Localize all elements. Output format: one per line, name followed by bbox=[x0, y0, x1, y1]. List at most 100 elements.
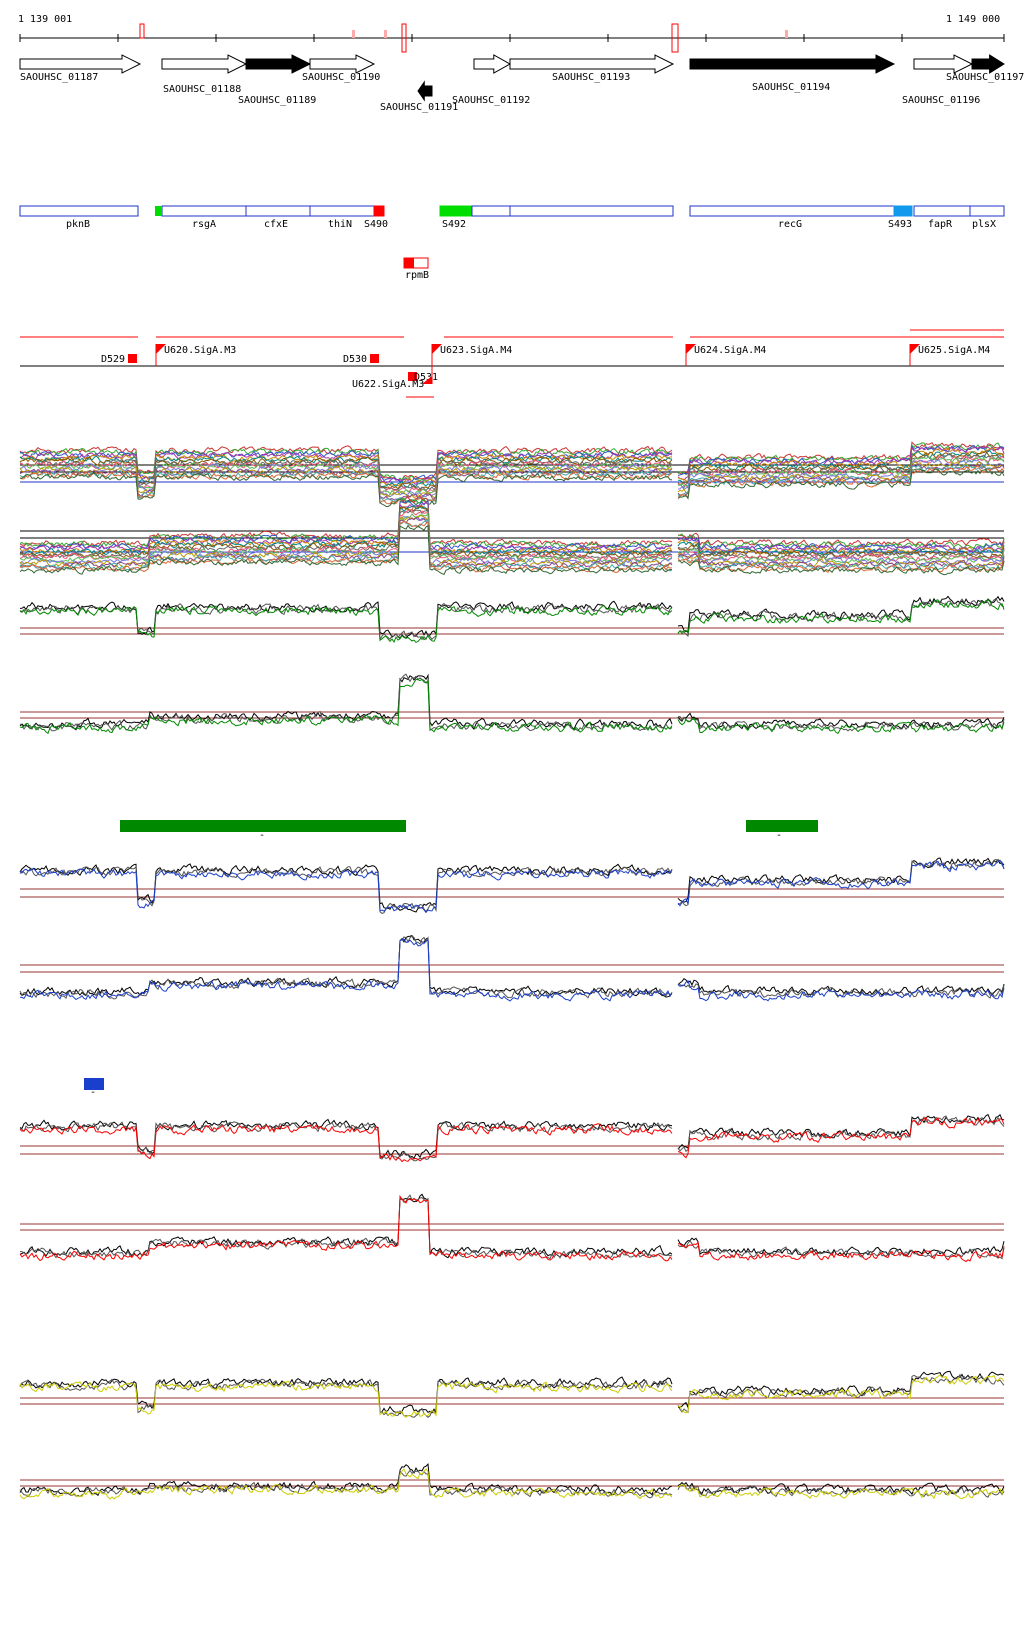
annotation-label: cfxE bbox=[264, 219, 288, 230]
gene-arrow bbox=[913, 54, 974, 74]
expression-series-line bbox=[677, 717, 1005, 735]
expression-series-line bbox=[677, 980, 1005, 1002]
expression-series-line bbox=[677, 858, 1005, 907]
expression-series-line bbox=[19, 1118, 673, 1160]
annotation-label: S493 bbox=[888, 219, 912, 230]
expression-series-line bbox=[678, 1241, 1005, 1263]
annotation-label: S490 bbox=[364, 219, 388, 230]
ruler-pink-mark bbox=[384, 30, 387, 38]
expression-series-line bbox=[19, 445, 673, 481]
condition-marker-bar bbox=[746, 820, 818, 832]
gene-arrow bbox=[509, 54, 675, 74]
annotation-label: S492 bbox=[442, 219, 466, 230]
expression-series-line bbox=[677, 533, 1005, 550]
expression-series-line bbox=[677, 1484, 1005, 1500]
expression-series-line bbox=[677, 599, 1005, 635]
expression-track bbox=[19, 1113, 1005, 1163]
coord-end-label: 1 149 000 bbox=[946, 14, 1000, 25]
annotation-rpmB-fill bbox=[404, 258, 414, 268]
expression-series-line bbox=[19, 465, 673, 499]
annotation-box bbox=[439, 205, 473, 217]
expression-series-line bbox=[677, 597, 1005, 637]
expression-series-line bbox=[19, 1123, 673, 1163]
expression-series-line bbox=[19, 863, 673, 913]
expression-series-line bbox=[677, 1370, 1005, 1410]
expression-series-line bbox=[677, 1116, 1005, 1159]
expression-series-line bbox=[19, 604, 673, 644]
expression-series-line bbox=[677, 1482, 1005, 1498]
expression-track bbox=[19, 857, 1005, 914]
expression-series-line bbox=[19, 1380, 673, 1418]
gene-label: SAOUHSC_01187 bbox=[20, 72, 98, 83]
expression-series-line bbox=[19, 518, 673, 572]
annotation-box bbox=[509, 205, 674, 217]
expression-series-line bbox=[19, 517, 673, 570]
expression-series-line bbox=[19, 463, 673, 498]
expression-track bbox=[19, 595, 1005, 644]
expression-series-line bbox=[19, 865, 673, 914]
expression-series-line bbox=[677, 447, 1005, 483]
expression-track bbox=[19, 1370, 1005, 1418]
expression-series-line bbox=[677, 465, 1005, 499]
expression-series-line bbox=[19, 1376, 673, 1415]
expression-series-line bbox=[19, 1468, 673, 1500]
annotation-box bbox=[689, 205, 895, 217]
expression-track bbox=[19, 495, 1005, 576]
ruler-marks bbox=[139, 23, 788, 53]
expression-series-line bbox=[677, 556, 1005, 571]
expression-series-line bbox=[19, 497, 673, 550]
expression-series-line bbox=[20, 1194, 673, 1260]
expression-track bbox=[19, 1193, 1005, 1263]
condition-markers: - - - bbox=[84, 820, 818, 1098]
expression-series-line bbox=[19, 515, 673, 568]
expression-series-line bbox=[19, 938, 673, 1002]
expression-tracks bbox=[19, 441, 1005, 1500]
promoter-label: D529 bbox=[101, 354, 125, 365]
expression-series-line bbox=[19, 934, 673, 998]
expression-series-line bbox=[677, 445, 1005, 476]
expression-series-line bbox=[19, 459, 673, 493]
expression-series-line bbox=[677, 560, 1005, 576]
expression-series-line bbox=[19, 495, 673, 548]
annotation-label: plsX bbox=[972, 219, 996, 230]
expression-track bbox=[19, 441, 1005, 508]
condition-marker-bar bbox=[120, 820, 406, 832]
gene-label: SAOUHSC_01189 bbox=[238, 95, 316, 106]
expression-series-line bbox=[19, 515, 673, 566]
gene-arrow bbox=[245, 54, 312, 74]
expression-series-line bbox=[19, 505, 673, 559]
promoter-flag bbox=[910, 344, 920, 354]
expression-series-line bbox=[677, 1237, 1005, 1257]
expression-track bbox=[19, 673, 1005, 735]
annotation-label: thiN bbox=[328, 219, 352, 230]
gene-arrow bbox=[309, 54, 376, 74]
expression-series-line bbox=[19, 524, 673, 576]
ruler-red-mark bbox=[139, 23, 145, 39]
condition-marker-bar bbox=[84, 1078, 104, 1090]
annotation-box bbox=[471, 205, 511, 217]
annotation-label: recG bbox=[778, 219, 802, 230]
expression-series-line bbox=[19, 468, 673, 503]
annotation-label: fapR bbox=[928, 219, 953, 230]
promoter-label: U624.SigA.M4 bbox=[694, 345, 766, 356]
expression-track bbox=[19, 934, 1005, 1002]
promoter-flag bbox=[432, 344, 442, 354]
gene-arrow bbox=[417, 80, 433, 102]
promoter-label: D531 bbox=[414, 372, 438, 383]
expression-series-line bbox=[677, 546, 1005, 560]
expression-series-line bbox=[19, 673, 673, 732]
gene-arrow bbox=[19, 54, 142, 74]
annotation-small-green bbox=[155, 206, 162, 216]
expression-series-line bbox=[19, 1121, 673, 1162]
gene-label: SAOUHSC_01196 bbox=[902, 95, 980, 106]
expression-series-line bbox=[19, 520, 673, 574]
expression-series-line bbox=[677, 468, 1005, 500]
gene-label: SAOUHSC_01190 bbox=[302, 72, 380, 83]
expression-series-line bbox=[677, 539, 1005, 556]
gene-label: SAOUHSC_01192 bbox=[452, 95, 530, 106]
expression-series-line bbox=[677, 1374, 1005, 1414]
ruler-pink-mark bbox=[352, 30, 355, 38]
expression-series-line bbox=[19, 451, 673, 486]
gene-arrow bbox=[971, 54, 1005, 74]
expression-series-line bbox=[19, 678, 673, 735]
